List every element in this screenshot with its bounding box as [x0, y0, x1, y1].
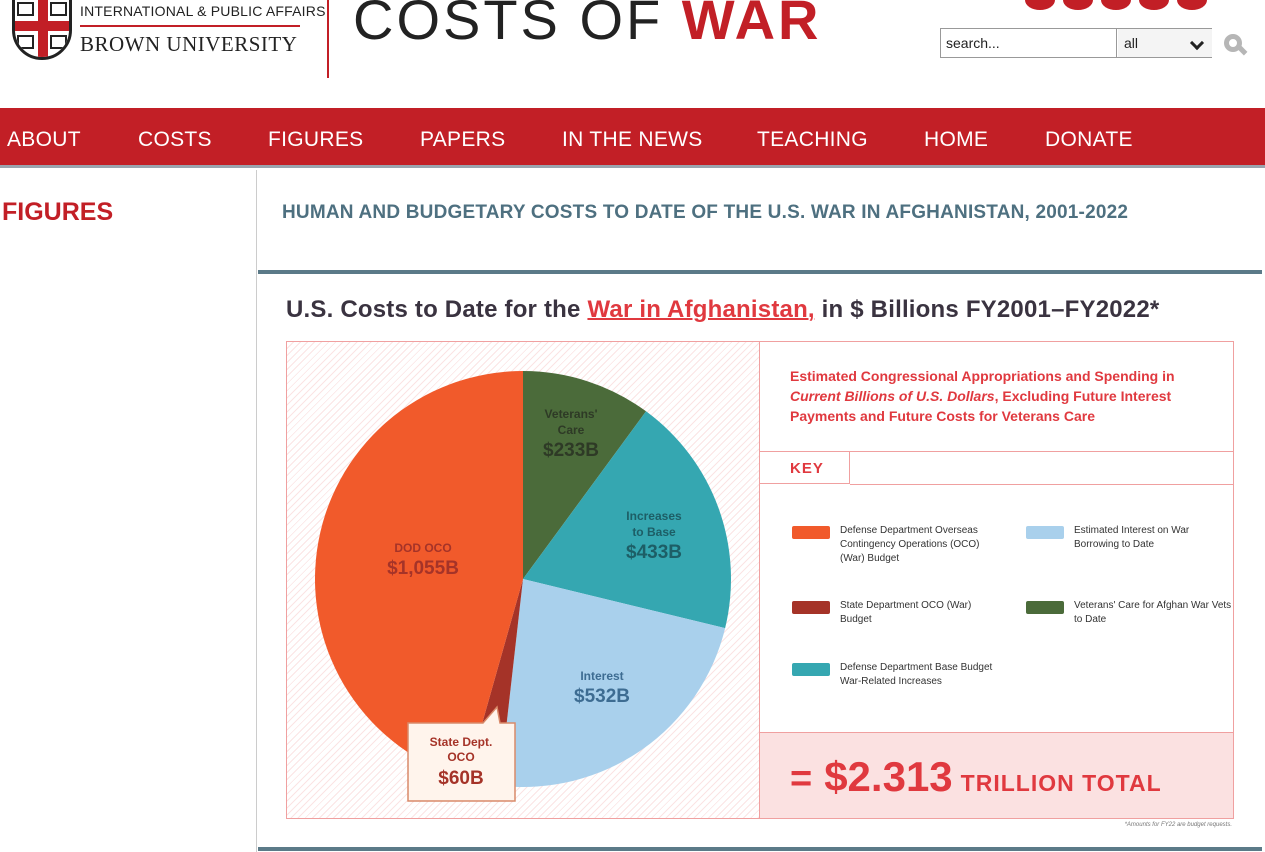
nav-item-papers[interactable]: PAPERS — [420, 128, 506, 151]
search-input[interactable] — [941, 29, 1117, 57]
key-label-dod-oco: Defense Department Overseas Contingency … — [840, 525, 980, 564]
pie-label-interest-line1: Interest — [580, 669, 623, 683]
twitter-icon[interactable] — [1063, 0, 1093, 10]
description-line2: , Excluding Future Interest Payments and… — [790, 388, 1172, 424]
brown-university-seal-icon[interactable] — [12, 0, 72, 60]
institution-name: BROWN UNIVERSITY — [80, 32, 298, 56]
search-icon[interactable] — [1222, 32, 1248, 58]
infographic-frame: Veterans' Care $233B Increases to Base $433B I… — [286, 341, 1234, 819]
pie-slice-interest — [499, 579, 726, 787]
total-suffix: TRILLION TOTAL — [960, 770, 1162, 796]
nav-item-teaching[interactable]: TEACHING — [757, 128, 868, 151]
pie-label-base-increases-line2: to Base — [632, 525, 676, 539]
key-swatch-interest — [1026, 526, 1064, 539]
nav-item-donate[interactable]: DONATE — [1045, 128, 1133, 151]
infographic-title-suffix: in $ Billions FY2001–FY2022* — [814, 296, 1160, 323]
total-amount: $2.313 — [824, 753, 953, 800]
search-scope-value: all — [1124, 35, 1139, 51]
pie-label-veterans-care-line2: Care — [558, 423, 585, 437]
key-swatch-state-oco — [792, 601, 830, 614]
description-line1: Estimated Congressional Appropriations a… — [790, 368, 1175, 384]
key-panel: Estimated Congressional Appropriations a… — [760, 342, 1233, 818]
youtube-icon[interactable] — [1139, 0, 1169, 10]
description-italic: Current Billions of U.S. Dollars — [790, 388, 995, 404]
pie-slice-veterans-care — [523, 371, 647, 579]
pie-panel: Veterans' Care $233B Increases to Base $433B I… — [287, 342, 760, 818]
institution-divider — [80, 25, 300, 27]
site-title-plain: COSTS OF — [353, 0, 682, 51]
pie-label-veterans-care-line1: Veterans' — [545, 407, 598, 421]
key-label-interest: Estimated Interest on War Borrowing to D… — [1074, 525, 1190, 550]
pie-label-base-increases-line1: Increases — [626, 509, 682, 523]
key-label-veterans-care: Veterans' Care for Afghan War Vets to Da… — [1074, 600, 1232, 625]
site-header: INTERNATIONAL & PUBLIC AFFAIRS BROWN UNI… — [0, 0, 1265, 108]
total-box: = $2.313 TRILLION TOTAL — [760, 732, 1233, 818]
total-equals: = — [790, 758, 813, 800]
nav-item-home[interactable]: HOME — [924, 128, 989, 151]
institution-department: INTERNATIONAL & PUBLIC AFFAIRS — [80, 3, 326, 19]
pie-label-state-oco-line1: State Dept. — [430, 735, 493, 749]
pie-label-dod-oco-line1: DOD OCO — [394, 541, 451, 555]
instagram-icon[interactable] — [1101, 0, 1131, 10]
nav-item-in-the-news[interactable]: IN THE NEWS — [562, 128, 703, 151]
main-nav: ABOUT COSTS FIGURES PAPERS IN THE NEWS T… — [0, 108, 1265, 168]
site-title-accent: WAR — [681, 0, 822, 51]
cost-pie-chart: Veterans' Care $233B Increases to Base $433B I… — [315, 371, 731, 802]
sidebar-title: FIGURES — [2, 198, 114, 226]
section-divider-top — [258, 270, 1262, 274]
nav-item-costs[interactable]: COSTS — [138, 128, 212, 151]
pie-value-veterans-care: $233B — [543, 440, 599, 461]
chevron-down-icon — [1189, 35, 1205, 51]
key-swatch-dod-oco — [792, 526, 830, 539]
footnote: *Amounts for FY22 are budget requests. — [1124, 822, 1232, 828]
nav-item-figures[interactable]: FIGURES — [268, 128, 364, 151]
site-title[interactable]: COSTS OF WAR — [353, 0, 821, 52]
pie-value-dod-oco: $1,055B — [387, 558, 459, 579]
search-form: all — [940, 28, 1212, 58]
pie-value-base-increases: $433B — [626, 542, 682, 563]
key-swatch-base-increases — [792, 663, 830, 676]
infographic-description: Estimated Congressional Appropriations a… — [790, 366, 1200, 426]
content-divider — [256, 170, 257, 852]
key-label-state-oco: State Department OCO (War) Budget — [840, 600, 972, 625]
pie-value-interest: $532B — [574, 686, 630, 707]
pie-value-state-oco: $60B — [438, 768, 483, 789]
section-divider-bottom — [258, 847, 1262, 851]
key-swatch-veterans-care — [1026, 601, 1064, 614]
total-text: = $2.313 TRILLION TOTAL — [790, 753, 1162, 801]
description-divider — [760, 451, 1233, 452]
pie-label-state-oco-line2: OCO — [447, 750, 474, 764]
state-oco-callout — [407, 705, 516, 802]
infographic-title-highlight: War in Afghanistan, — [587, 296, 815, 323]
pie-slice-base-increases — [523, 411, 731, 629]
infographic-title-prefix: U.S. Costs to Date for the — [286, 296, 588, 323]
search-scope-select[interactable]: all — [1118, 29, 1212, 57]
pie-slice-dod-oco — [315, 371, 523, 780]
afghanistan-costs-infographic[interactable]: U.S. Costs to Date for the War in Afghan… — [264, 280, 1258, 840]
page-title: HUMAN AND BUDGETARY COSTS TO DATE OF THE… — [282, 202, 1129, 223]
facebook-icon[interactable] — [1025, 0, 1055, 10]
state-oco-callout-box — [407, 705, 516, 802]
nav-item-about[interactable]: ABOUT — [7, 128, 81, 151]
key-divider — [850, 484, 1233, 485]
header-divider — [327, 0, 329, 78]
key-label-base-increases: Defense Department Base Budget War-Relat… — [840, 662, 993, 687]
key-title: KEY — [760, 452, 850, 484]
email-icon[interactable] — [1177, 0, 1207, 10]
infographic-title: U.S. Costs to Date for the War in Afghan… — [286, 296, 1159, 324]
